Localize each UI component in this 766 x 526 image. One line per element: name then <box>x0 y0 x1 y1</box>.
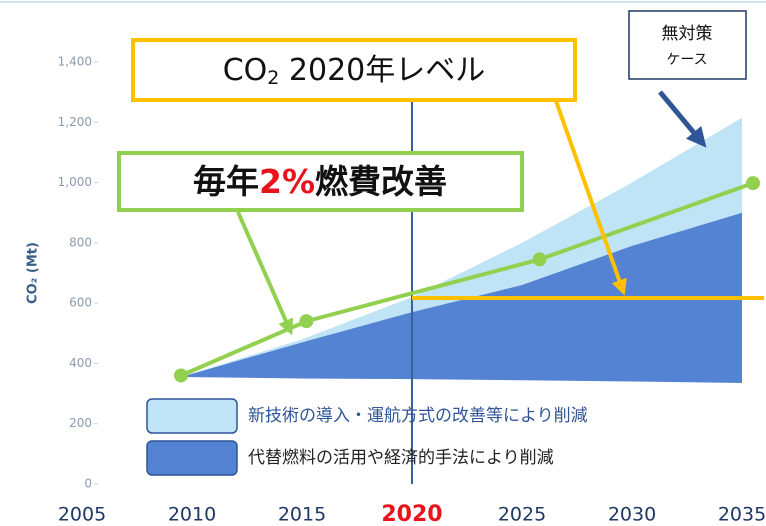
annotation-box <box>131 38 577 102</box>
arrow <box>554 100 627 296</box>
annotation-box <box>117 151 524 212</box>
x-tick-label: 2020 <box>381 502 442 526</box>
point <box>532 252 547 267</box>
plot: 0 200 400 600 800 1,000 1,200 1,400 2005 2010 2015… <box>58 40 766 526</box>
improvement-line <box>180 181 754 378</box>
x-tick-label: 2035 <box>718 504 766 526</box>
annotation: 毎年2%燃費改善 <box>193 162 447 201</box>
annotation: 無対策 <box>662 24 713 44</box>
legend-swatch <box>146 440 238 476</box>
y-tick-label: 600 <box>69 296 92 310</box>
legend-swatch <box>146 398 238 434</box>
y-tick-label: 800 <box>69 235 92 249</box>
y-tick-label: 400 <box>69 356 92 370</box>
y-tick-label: 0 <box>84 477 92 491</box>
arrow <box>658 90 707 148</box>
x-tick-label: 2005 <box>58 504 106 526</box>
x-tick-label: 2010 <box>168 504 216 526</box>
y-tick-label: 1,000 <box>58 175 92 189</box>
annotation: CO2 2020年レベル <box>223 53 486 89</box>
point <box>174 368 188 383</box>
x-tick-label: 2015 <box>278 504 326 526</box>
y-tick-label: 1,400 <box>58 55 92 69</box>
y-axis-label: CO₂ (Mt) <box>26 242 41 304</box>
point <box>746 176 760 191</box>
x-tick-label: 2025 <box>498 504 546 526</box>
point <box>299 314 314 329</box>
x-tick-label: 2030 <box>608 504 656 526</box>
legend-label: 代替燃料の活用や経済的手法により削減 <box>248 448 554 468</box>
annotation-box <box>628 10 747 80</box>
area <box>181 212 742 384</box>
annotation: ケース <box>666 52 707 68</box>
y-tick-label: 1,200 <box>58 115 92 129</box>
y-tick-label: 200 <box>69 416 92 430</box>
arrow <box>236 211 294 336</box>
legend-label: 新技術の導入・運航方式の改善等により削減 <box>248 406 588 426</box>
